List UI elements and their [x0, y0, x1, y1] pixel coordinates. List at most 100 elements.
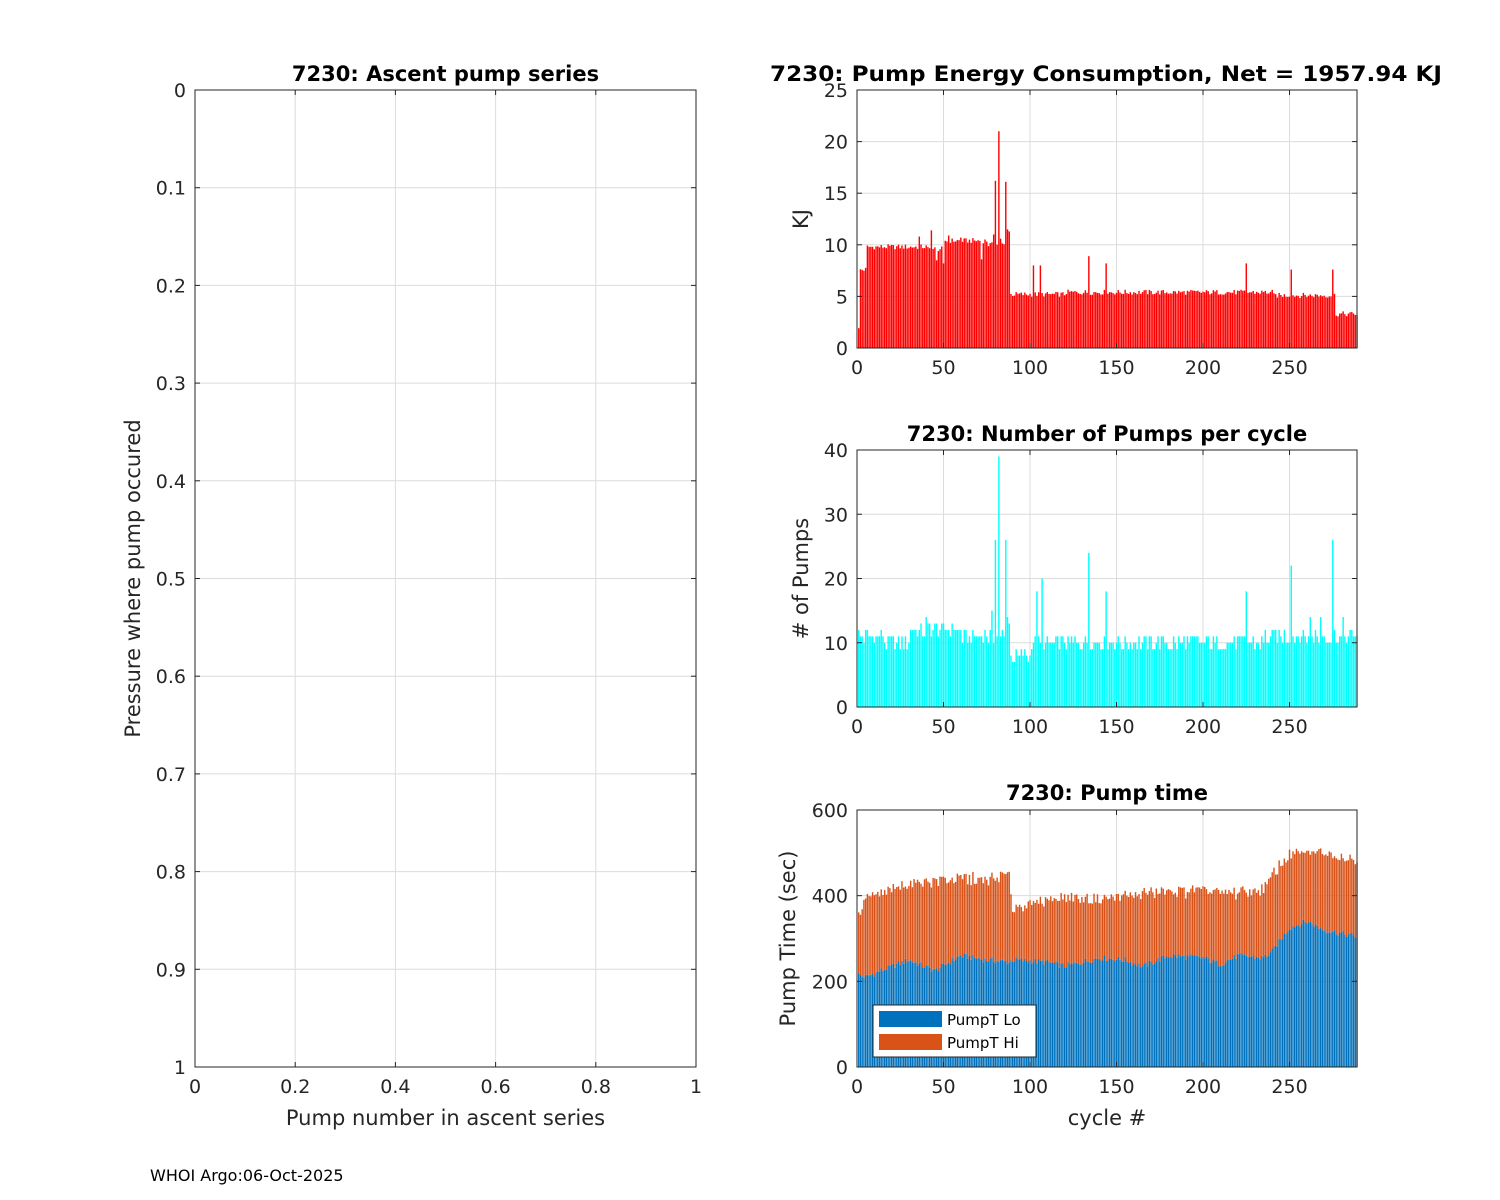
pumps-bar-159	[1131, 649, 1133, 707]
energy-bar-88	[1008, 231, 1010, 348]
pumptime-hi-bar-155	[1124, 890, 1126, 958]
pumptime-lo-bar-143	[1103, 955, 1106, 1067]
pumps-bar-20	[890, 636, 893, 707]
energy-bar-250	[1288, 296, 1291, 348]
energy-bar-2	[859, 269, 862, 348]
pumps-bar-28	[904, 636, 907, 707]
pumptime-hi-bar-186	[1178, 886, 1180, 955]
pumps-bar-288	[1354, 636, 1356, 707]
pumptime-hi-bar-277	[1335, 858, 1337, 935]
pumptime-hi-bar-276	[1333, 856, 1336, 931]
pumptime-legend: PumpT Lo PumpT Hi	[872, 1004, 1037, 1058]
pumptime-hi-bar-125	[1072, 901, 1074, 964]
pumptime-lo-bar-144	[1105, 960, 1107, 1067]
energy-bar-105	[1037, 292, 1040, 348]
pumptime-hi-bar-68	[973, 883, 976, 958]
pumptime-lo-bar-288	[1354, 937, 1356, 1067]
energy-bar-41	[927, 247, 929, 348]
pumptime-lo-bar-190	[1185, 959, 1187, 1067]
energy-bar-255	[1297, 295, 1299, 348]
pumptime-hi-bar-200	[1202, 886, 1204, 957]
pumptime-hi-bar-140	[1098, 903, 1100, 959]
pumps-bar-269	[1321, 636, 1324, 707]
pumptime-hi-bar-232	[1257, 890, 1260, 958]
energy-bar-157	[1127, 293, 1130, 348]
pumptime-lo-bar-269	[1321, 930, 1324, 1067]
pumps-bar-165	[1141, 642, 1144, 707]
energy-bar-144	[1105, 263, 1107, 348]
pumptime-lo-bar-169	[1148, 960, 1151, 1067]
energy-bar-252	[1292, 295, 1294, 348]
energy-bar-185	[1176, 293, 1178, 348]
pumptime-lo-bar-211	[1221, 965, 1223, 1067]
pumps-bar-167	[1145, 636, 1147, 707]
pumptime-hi-bar-265	[1314, 853, 1317, 925]
pumps-bar-233	[1259, 649, 1261, 707]
pumptime-lo-bar-191	[1186, 955, 1189, 1067]
pumptime-hi-bar-282	[1344, 861, 1346, 935]
energy-bar-175	[1159, 294, 1161, 348]
pumptime-hi-bar-97	[1024, 905, 1026, 959]
pumps-bar-256	[1299, 642, 1301, 707]
pumps-bar-188	[1181, 642, 1183, 707]
energy-bar-167	[1145, 290, 1147, 348]
pumptime-lo-bar-252	[1292, 926, 1294, 1067]
energy-bar-71	[979, 240, 981, 348]
pumptime-lo-bar-263	[1311, 924, 1313, 1067]
pumps-bar-161	[1134, 642, 1137, 707]
energy-bar-62	[963, 238, 965, 348]
pumptime-hi-bar-206	[1212, 890, 1215, 960]
energy-bar-165	[1141, 292, 1144, 348]
pumptime-lo-bar-234	[1261, 955, 1263, 1067]
pumps-bar-201	[1204, 642, 1206, 707]
pumptime-hi-bar-270	[1323, 855, 1325, 931]
pumps-bar-137	[1093, 642, 1095, 707]
energy-bar-203	[1207, 291, 1209, 348]
pumps-bar-43	[930, 636, 933, 707]
pumptime-hi-bar-34	[915, 882, 917, 963]
energy-bar-266	[1316, 294, 1318, 348]
pumptime-lo-bar-132	[1084, 958, 1087, 1067]
pumptime-hi-bar-105	[1037, 903, 1040, 960]
pumps-bar-50	[942, 623, 945, 707]
energy-bar-60	[960, 237, 962, 348]
energy-bar-20	[890, 244, 893, 348]
pumptime-hi-bar-77	[989, 876, 991, 959]
energy-bar-118	[1060, 292, 1062, 348]
energy-bar-25	[899, 248, 901, 348]
pumptime-lo-bar-275	[1332, 931, 1334, 1067]
energy-bar-166	[1143, 290, 1145, 348]
energy-bar-169	[1148, 289, 1151, 348]
pumptime-lo-bar-238	[1268, 955, 1270, 1067]
energy-bar-195	[1193, 290, 1196, 348]
pumptime-hi-bar-2	[859, 914, 862, 976]
pumptime-hi-bar-261	[1307, 850, 1310, 923]
pumptime-hi-bar-129	[1079, 902, 1081, 965]
pumptime-hi-bar-9	[871, 892, 874, 975]
pumptime-hi-bar-59	[958, 875, 960, 957]
pumptime-hi-bar-216	[1229, 892, 1232, 960]
pumps-bar-179	[1165, 642, 1168, 707]
pumps-bar-13	[878, 636, 881, 707]
pumptime-hi-bar-5	[864, 898, 867, 976]
pumptime-hi-bar-215	[1228, 889, 1230, 960]
pumptime-lo-bar-228	[1250, 956, 1253, 1067]
pumptime-lo-bar-248	[1285, 934, 1287, 1067]
pumps-bar-133	[1086, 642, 1088, 707]
energy-bar-277	[1335, 315, 1337, 348]
energy-bar-137	[1093, 292, 1095, 348]
energy-bar-286	[1351, 311, 1353, 348]
pumptime-hi-bar-252	[1292, 851, 1294, 927]
pumptime-hi-bar-248	[1285, 862, 1287, 935]
pumptime-lo-bar-210	[1219, 966, 1222, 1067]
pumptime-hi-bar-63	[965, 873, 967, 954]
energy-bar-206	[1212, 290, 1215, 348]
pumps-bar-223	[1242, 636, 1244, 707]
energy-bar-66	[970, 242, 972, 348]
energy-bar-231	[1255, 291, 1258, 348]
pumptime-hi-bar-110	[1046, 898, 1049, 960]
pumptime-hi-bar-170	[1150, 887, 1152, 962]
pumps-bar-176	[1160, 636, 1163, 707]
energy-bar-210	[1219, 294, 1222, 348]
pumptime-lo-bar-236	[1264, 954, 1267, 1067]
